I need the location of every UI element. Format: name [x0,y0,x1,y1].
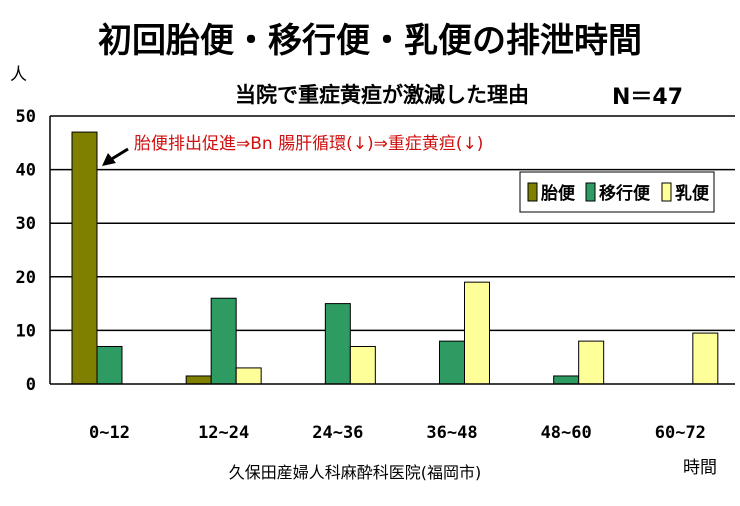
x-tick-label: 36~48 [426,423,477,443]
legend-label: 移行便 [599,183,651,204]
bar-移行便-48~60 [553,375,580,385]
x-tick-label: 0~12 [89,423,130,443]
legend-label: 乳便 [675,183,710,204]
bar-乳便-36~48 [464,281,490,385]
y-tick-label: 30 [16,214,36,234]
source-note: 久保田産婦人科麻酔科医院(福岡市) [229,463,482,482]
legend-swatch [661,182,672,202]
bar-移行便-12~24 [210,297,237,385]
bar-胎便-0~12 [71,131,98,385]
bar-移行便-24~36 [324,303,351,385]
y-axis-unit: 人 [10,65,27,85]
annotation-text: 胎便排出促進⇒Bn 腸肝循環(↓)⇒重症黄疸(↓) [134,134,483,154]
legend-swatch [585,182,596,202]
x-axis-unit: 時間 [683,458,717,478]
x-tick-label: 48~60 [541,423,592,443]
gridlines [50,115,735,332]
bar-移行便-36~48 [439,340,465,385]
legend-box [519,171,715,213]
bar-胎便-12~24 [185,375,212,385]
x-tick-label: 24~36 [312,423,363,443]
chart-title: 初回胎便・移行便・乳便の排泄時間 [98,21,642,61]
x-tick-label: 60~72 [655,423,706,443]
legend: 胎便 移行便 乳便 [519,171,715,213]
annotation: 胎便排出促進⇒Bn 腸肝循環(↓)⇒重症黄疸(↓) [102,134,483,166]
y-tick-label: 0 [26,375,36,395]
axes [49,116,735,385]
bar-移行便-0~12 [96,345,123,385]
sample-size-label: N＝47 [612,85,683,110]
x-tick-label: 12~24 [198,423,249,443]
chart-subtitle: 当院で重症黄疸が激減した理由 [235,83,529,107]
annotation-arrow-shaft [109,147,129,162]
y-tick-label: 10 [16,321,36,341]
bar-乳便-12~24 [235,367,262,385]
annotation-arrowhead-icon [102,153,116,166]
bar-乳便-60~72 [692,332,719,385]
y-tick-label: 50 [16,107,36,127]
bar-乳便-24~36 [349,345,376,385]
y-tick-label: 40 [16,161,36,181]
y-axis-ticks: 0 10 20 30 40 50 [16,107,36,395]
x-axis-categories: 0~12 12~24 24~36 36~48 48~60 60~72 [89,423,706,443]
legend-swatch [527,182,538,202]
bars [71,131,719,385]
bar-乳便-48~60 [578,340,605,385]
legend-label: 胎便 [541,183,576,204]
y-tick-label: 20 [16,268,36,288]
